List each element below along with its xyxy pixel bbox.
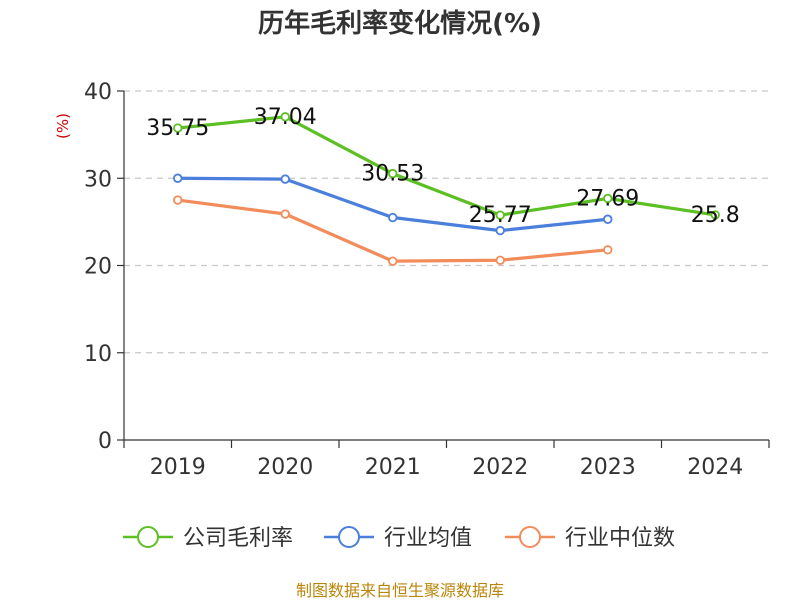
- x-tick-label: 2023: [580, 455, 636, 480]
- data-point: [280, 112, 290, 122]
- data-point: [710, 210, 720, 220]
- data-point: [280, 209, 290, 219]
- data-point: [388, 168, 398, 179]
- data-label: 25.77: [469, 203, 532, 228]
- legend-item[interactable]: 行业中位数: [505, 526, 675, 551]
- x-tick-label: 2020: [257, 455, 313, 480]
- data-point: [603, 193, 613, 204]
- legend-item[interactable]: 行业均值: [324, 526, 472, 551]
- data-point: [280, 174, 290, 184]
- data-point: [495, 225, 505, 236]
- legend: 公司毛利率 行业均值 行业中位数: [123, 526, 675, 551]
- grid-lines: [124, 90, 769, 354]
- legend-marker-icon: [338, 526, 360, 548]
- source-note: 制图数据来自恒生聚源数据库: [296, 581, 504, 600]
- y-tick-label: 20: [84, 255, 112, 280]
- y-axis-unit: (%): [54, 113, 72, 139]
- data-label: 27.69: [576, 186, 639, 211]
- data-point: [388, 256, 398, 266]
- x-tick-label: 2024: [687, 455, 743, 480]
- data-point: [388, 212, 398, 223]
- data-label: 25.8: [691, 203, 740, 228]
- legend-label: 行业均值: [384, 526, 472, 551]
- legend-label: 行业中位数: [565, 526, 675, 551]
- series-lines: [173, 112, 720, 266]
- y-tick-label: 30: [84, 167, 112, 192]
- legend-marker-icon: [137, 526, 159, 548]
- data-label: 37.04: [254, 105, 317, 130]
- y-tick-label: 10: [84, 342, 112, 367]
- data-point: [173, 173, 183, 183]
- legend-marker-icon: [519, 526, 541, 548]
- y-tick-label: 0: [98, 429, 112, 454]
- chart-title: 历年毛利率变化情况(%): [258, 8, 542, 39]
- data-point: [495, 255, 505, 265]
- x-tick-label: 2022: [472, 455, 528, 480]
- legend-item[interactable]: 公司毛利率: [123, 526, 293, 551]
- axes: 0 10 20 30 40 2019 2020 2021 2022 2023 2024: [84, 80, 770, 480]
- legend-label: 公司毛利率: [183, 526, 293, 551]
- data-point: [495, 210, 505, 220]
- data-point: [603, 245, 613, 255]
- data-label: 30.53: [361, 162, 424, 187]
- data-labels: 35.75 37.04 30.53 25.77 27.69 25.8: [146, 105, 739, 228]
- x-tick-label: 2021: [365, 455, 421, 480]
- y-tick-label: 40: [84, 80, 112, 105]
- data-point: [173, 123, 183, 133]
- data-point: [603, 214, 613, 224]
- data-point: [173, 195, 183, 205]
- data-label: 35.75: [146, 116, 209, 141]
- x-tick-label: 2019: [150, 455, 206, 480]
- series-line-1: [177, 115, 716, 217]
